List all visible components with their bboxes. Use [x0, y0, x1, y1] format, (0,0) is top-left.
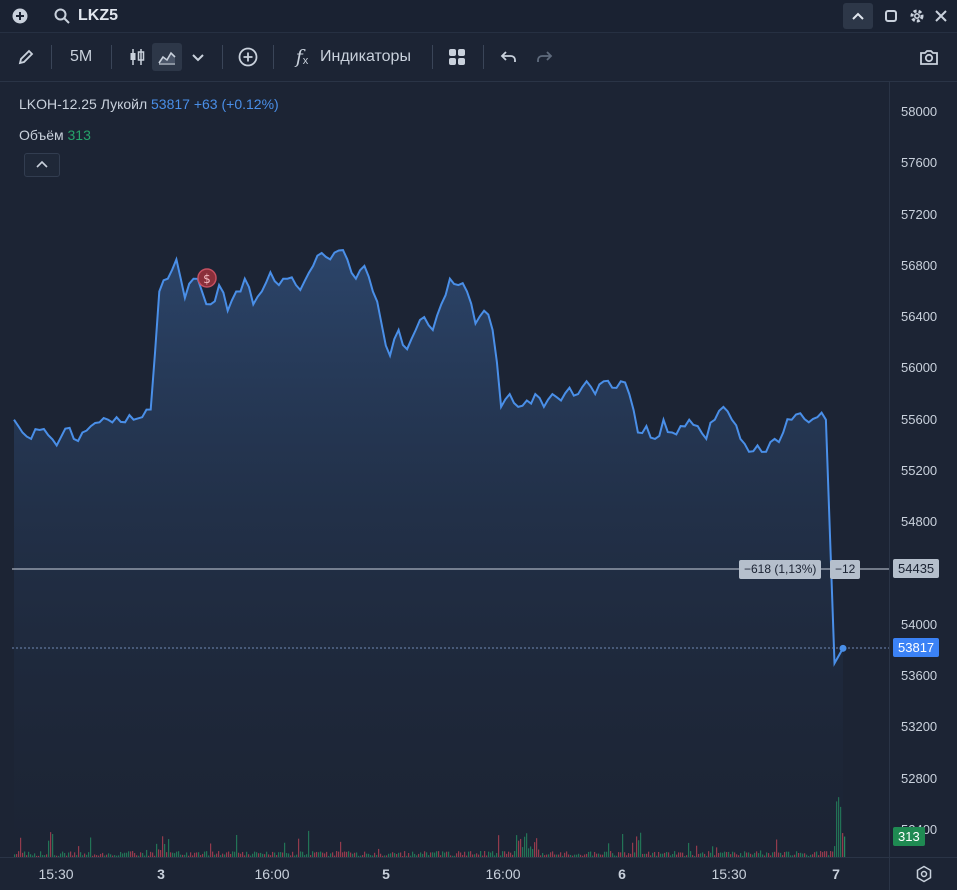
legend-price: 53817	[151, 96, 190, 112]
last-price-tag: 53817	[893, 638, 940, 657]
toolbar-divider	[222, 45, 223, 69]
crosshair-bars-label: −12	[830, 560, 861, 579]
price-axis-tick: 53200	[901, 719, 938, 735]
toolbar-divider	[483, 45, 484, 69]
chart-plot-area[interactable]: $ −618 (1,13%) −12	[0, 82, 889, 857]
time-axis-tick: 7	[832, 866, 840, 882]
crosshair-delta-label: −618 (1,13%)	[739, 560, 822, 579]
legend-symbol: LKOH-12.25	[19, 96, 97, 112]
price-axis[interactable]: 58000 57600 57200 56800 56400 56000 55600 55200…	[889, 82, 957, 857]
crosshair-price-tag: 54435	[893, 559, 940, 578]
add-icon[interactable]	[10, 6, 30, 26]
volume-bar	[844, 836, 846, 857]
layout-grid-icon[interactable]	[446, 46, 468, 68]
settings-gear-icon[interactable]	[907, 6, 927, 26]
undo-icon[interactable]	[499, 47, 519, 67]
area-chart-icon[interactable]	[152, 43, 182, 71]
maximize-icon[interactable]	[882, 7, 900, 25]
price-axis-tick: 57600	[901, 155, 938, 171]
time-axis-tick: 15:30	[711, 866, 747, 882]
ticker-input[interactable]: LKZ5	[78, 7, 118, 24]
volume-value: 313	[67, 127, 91, 143]
volume-tag: 313	[893, 827, 925, 846]
timeframe-button[interactable]: 5M	[70, 48, 93, 65]
price-axis-tick: 54800	[901, 514, 938, 530]
legend-name: Лукойл	[100, 96, 148, 112]
legend-collapse-button[interactable]	[24, 153, 60, 177]
chart-legend: LKOH-12.25 Лукойл 53817 +63 (+0.12%)	[19, 94, 279, 114]
price-axis-tick: 56400	[901, 309, 938, 325]
time-axis-tick: 16:00	[485, 866, 521, 882]
legend-change: +63 (+0.12%)	[193, 96, 279, 112]
price-area-fill	[14, 250, 843, 857]
pencil-icon[interactable]	[16, 47, 36, 67]
price-axis-tick: 58000	[901, 104, 938, 119]
candlestick-icon[interactable]	[126, 46, 148, 68]
price-axis-tick: 57200	[901, 206, 938, 222]
price-axis-tick: 53600	[901, 668, 938, 684]
collapse-panel-button[interactable]	[843, 3, 873, 29]
svg-text:$: $	[203, 272, 211, 286]
camera-icon[interactable]	[918, 46, 940, 68]
price-axis-tick: 55600	[901, 411, 938, 427]
last-price-dot	[839, 644, 847, 652]
close-icon[interactable]	[931, 6, 951, 26]
price-axis-tick: 52800	[901, 770, 938, 786]
time-axis-tick: 6	[618, 866, 626, 882]
volume-label: Объём	[19, 127, 64, 143]
chevron-down-icon[interactable]	[188, 47, 208, 67]
search-icon[interactable]	[52, 6, 72, 26]
time-axis-tick: 3	[157, 866, 165, 882]
toolbar-divider	[111, 45, 112, 69]
time-axis[interactable]: 15:30 3 16:00 5 16:00 6 15:30 7	[0, 857, 889, 890]
toolbar-divider	[432, 45, 433, 69]
volume-legend: Объём 313	[19, 125, 91, 145]
time-axis-tick: 15:30	[38, 866, 74, 882]
price-chart[interactable]: $	[0, 82, 889, 857]
time-axis-tick: 5	[382, 866, 390, 882]
indicators-button[interactable]: Индикаторы	[320, 48, 411, 65]
toolbar-divider	[273, 45, 274, 69]
axis-corner	[889, 857, 957, 890]
time-axis-tick: 16:00	[254, 866, 290, 882]
toolbar-divider	[51, 45, 52, 69]
top-bar: LKZ5	[0, 0, 957, 33]
price-axis-tick: 55200	[901, 463, 938, 478]
add-circle-icon[interactable]	[237, 46, 259, 68]
price-axis-tick: 56000	[901, 360, 938, 376]
price-line	[13, 249, 844, 667]
redo-icon[interactable]	[534, 47, 554, 67]
settings-icon[interactable]	[914, 864, 934, 884]
price-axis-tick: 56800	[901, 257, 938, 273]
signal-marker-icon[interactable]: $	[197, 268, 217, 288]
price-axis-tick: 54000	[901, 616, 938, 632]
